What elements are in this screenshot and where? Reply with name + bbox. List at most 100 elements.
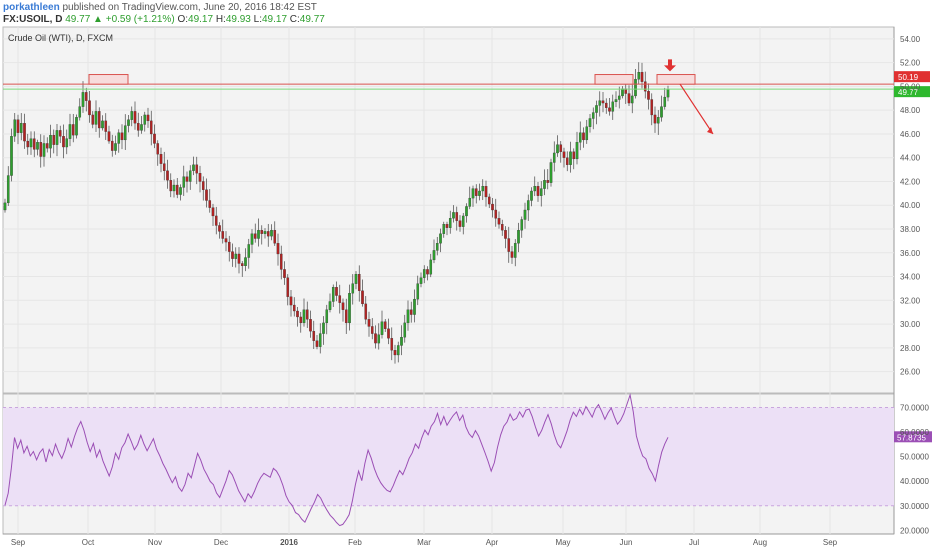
- grid: [3, 27, 894, 534]
- candle-body: [403, 322, 407, 338]
- price-badge-label: 49.77: [898, 88, 919, 97]
- candle-body: [585, 126, 589, 141]
- candle-body: [114, 143, 117, 151]
- candle-body: [97, 111, 101, 129]
- time-tick-label: 2016: [280, 538, 298, 547]
- candle-body: [140, 124, 143, 131]
- candle-body: [218, 225, 221, 232]
- price-tick-label: 50.00: [900, 82, 921, 91]
- candle-body: [247, 244, 251, 258]
- low-value: 49.17: [261, 14, 288, 25]
- candle-body: [601, 100, 605, 104]
- candle-body: [263, 231, 267, 234]
- candle-body: [318, 333, 322, 347]
- candle-body: [224, 238, 228, 243]
- candle-body: [419, 277, 423, 284]
- candle-body: [188, 170, 192, 182]
- price-tick-label: 38.00: [900, 225, 921, 234]
- candle-body: [432, 250, 436, 261]
- candle-body: [19, 123, 23, 133]
- price-tick-label: 34.00: [900, 273, 921, 282]
- candle-body: [325, 309, 329, 324]
- candle-body: [510, 251, 514, 258]
- candle-body: [244, 257, 247, 267]
- axis-labels: 54.00 52.00 50.00 48.00 46.00 44.00 42.00 40.00…: [11, 35, 930, 547]
- candle-body: [484, 186, 488, 198]
- time-tick-label: Apr: [486, 538, 499, 547]
- rsi-tick-label: 60.0000: [900, 428, 929, 437]
- candle-body: [10, 136, 13, 176]
- price-pane[interactable]: [2, 26, 895, 394]
- candle-body: [458, 220, 462, 227]
- candle-body: [640, 72, 644, 82]
- candle-body: [614, 99, 618, 103]
- candle-body: [55, 130, 59, 145]
- candle-body: [468, 197, 472, 207]
- candle-body: [68, 124, 72, 139]
- candle-body: [630, 95, 634, 104]
- candle-body: [266, 231, 270, 237]
- candle-body: [523, 209, 527, 220]
- candle-body: [273, 230, 277, 244]
- candle-body: [666, 88, 670, 98]
- candle-body: [406, 309, 410, 324]
- candle-body: [361, 290, 364, 305]
- candle-body: [500, 224, 504, 231]
- high-value: 49.93: [225, 14, 251, 25]
- candle-body: [578, 132, 582, 143]
- candle-body: [234, 253, 238, 259]
- candle-body: [520, 219, 524, 231]
- rsi-tick-label: 40.0000: [900, 477, 929, 486]
- candle-body: [448, 218, 452, 228]
- candle-body: [120, 132, 124, 141]
- candle-body: [175, 184, 179, 195]
- candle-body: [627, 93, 631, 104]
- time-axis[interactable]: [3, 534, 894, 550]
- candle-body: [146, 114, 150, 122]
- candle-body: [569, 151, 572, 165]
- candle-body: [42, 143, 46, 157]
- candle-body: [58, 130, 62, 137]
- candle-body: [253, 233, 257, 239]
- candle-body: [94, 111, 98, 125]
- candle-body: [32, 138, 36, 150]
- down-arrow-icon: [664, 59, 676, 72]
- candle-body: [149, 120, 153, 135]
- price-tick-label: 48.00: [900, 106, 921, 115]
- candle-body: [474, 188, 478, 196]
- time-tick-label: Sep: [823, 538, 838, 547]
- candle-body: [45, 143, 49, 149]
- author-name[interactable]: porkathleen: [3, 2, 60, 13]
- candle-body: [513, 243, 517, 258]
- price-tick-label: 54.00: [900, 35, 921, 44]
- candle-body: [370, 326, 374, 334]
- candle-body: [214, 215, 218, 226]
- price-tick-label: 30.00: [900, 320, 921, 329]
- candle-body: [302, 309, 306, 324]
- candle-body: [286, 277, 290, 297]
- candle-body: [429, 259, 433, 275]
- candle-body: [29, 138, 33, 148]
- candle-body: [136, 123, 140, 131]
- candle-body: [195, 164, 199, 174]
- projection-arrow-line: [679, 83, 714, 135]
- candle-body: [341, 302, 345, 310]
- candle-body: [6, 175, 10, 204]
- price-badge: [894, 86, 930, 98]
- candle-body: [364, 303, 368, 320]
- candle-body: [13, 119, 17, 137]
- candle-body: [591, 112, 595, 119]
- candle-body: [504, 230, 507, 239]
- price-change: ▲ +0.59 (+1.21%): [93, 14, 175, 25]
- candle-body: [39, 142, 43, 157]
- chart-title: Crude Oil (WTI), D, FXCM: [8, 33, 113, 43]
- price-axis[interactable]: [894, 27, 932, 534]
- candle-body: [257, 230, 260, 239]
- candle-body: [331, 287, 335, 302]
- candle-body: [556, 144, 559, 154]
- candle-body: [52, 134, 56, 145]
- annotations: 50.19 49.77 57.8735: [3, 59, 932, 443]
- candle-body: [575, 142, 579, 160]
- candle-body: [62, 136, 65, 148]
